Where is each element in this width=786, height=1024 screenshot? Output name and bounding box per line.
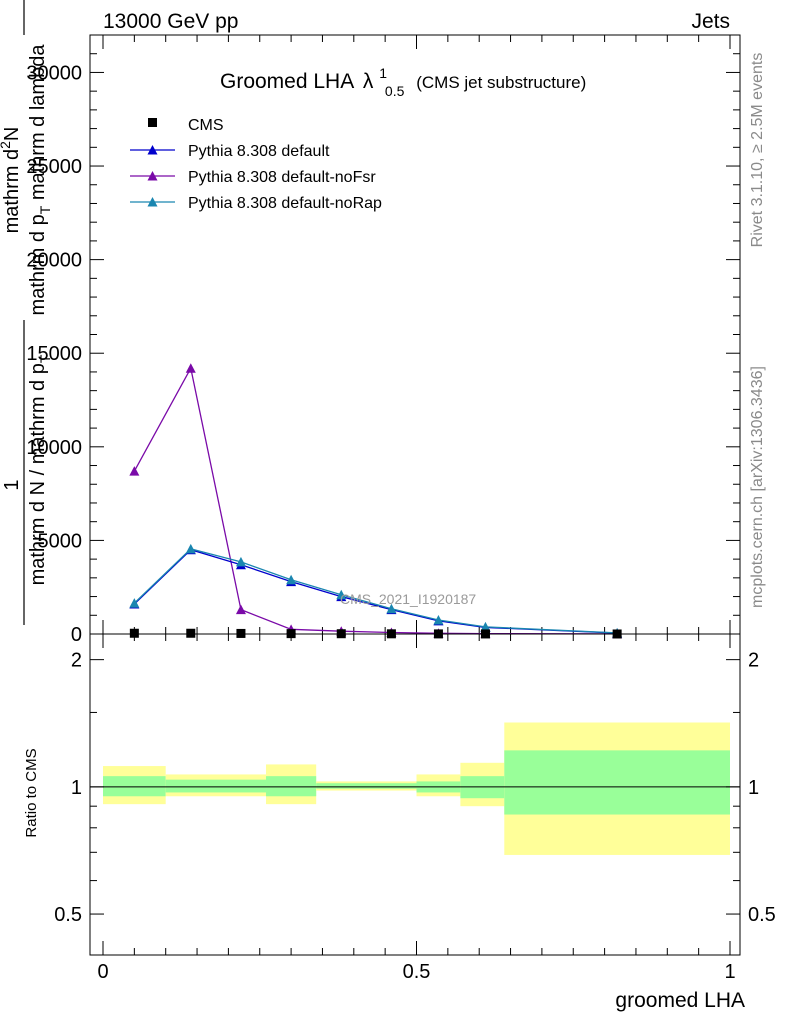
main-y-tick-label: 30000 — [26, 62, 82, 84]
series-point — [433, 614, 444, 625]
legend-label-norap: Pythia 8.308 default-noRap — [188, 195, 382, 212]
ylabel-right-denominator: mathrm d pT mathrm d lambda — [27, 44, 53, 316]
main-x-ticks — [102, 35, 731, 634]
legend-label-nofsr: Pythia 8.308 default-noFsr — [188, 169, 376, 186]
rivet-label: Rivet 3.1.10, ≥ 2.5M events — [749, 53, 766, 248]
ylabel-right-num-tail: N — [1, 127, 23, 141]
legend-marker-nofsr — [147, 171, 158, 181]
main-y-ticks: 0 5000 10000 15000 20000 25000 30000 — [26, 34, 740, 646]
series-point — [286, 574, 297, 585]
ylabel-numerator: 1 — [1, 479, 23, 490]
mcplots-label: mcplots.cern.ch [arXiv:1306.3436] — [749, 366, 766, 608]
chart-title-sub: 0.5 — [385, 83, 405, 99]
ratio-y-tick-label-right: 0.5 — [748, 904, 776, 926]
series-point — [185, 363, 196, 373]
x-tick-label: 0 — [97, 961, 108, 983]
series-point — [129, 466, 140, 476]
ratio-y-ticks: 0.5 0.5 1 1 2 2 — [54, 650, 776, 926]
series-point — [235, 556, 246, 567]
series-point — [129, 598, 140, 608]
x-tick-label: 1 — [724, 961, 735, 983]
chart-subtitle: (CMS jet substructure) — [416, 73, 586, 92]
main-y-tick-label: 20000 — [26, 250, 82, 272]
series-point — [480, 621, 491, 632]
ratio-y-label: Ratio to CMS — [23, 748, 40, 837]
ratio-band-inner — [165, 779, 267, 793]
x-axis-label: groomed LHA — [615, 989, 745, 1012]
series-point — [235, 604, 246, 615]
legend: CMS Pythia 8.308 default Pythia 8.308 de… — [130, 117, 382, 212]
ratio-band-inner — [266, 776, 317, 797]
main-y-tick-label: 5000 — [38, 530, 83, 552]
watermark: CMS_2021_I1920187 — [340, 591, 476, 607]
legend-label-cms: CMS — [188, 117, 224, 134]
legend-label-default: Pythia 8.308 default — [188, 143, 330, 160]
ratio-y-tick-label: 0.5 — [54, 904, 82, 926]
chart-title-sup: 1 — [379, 65, 387, 81]
ratio-frame — [89, 633, 741, 956]
ylabel-denominator-sub: T — [37, 354, 53, 363]
ratio-y-tick-label-right: 1 — [748, 777, 759, 799]
series-point — [185, 543, 196, 554]
ylabel-right-num-text: mathrm d — [1, 149, 23, 233]
ratio-y-tick-label: 1 — [71, 777, 82, 799]
main-y-tick-label: 10000 — [26, 437, 82, 459]
ylabel-right-den-sub: T — [37, 205, 53, 214]
main-y-tick-label: 0 — [71, 624, 82, 646]
main-y-tick-label: 25000 — [26, 156, 82, 178]
ylabel-right-den-text: mathrm d p — [27, 214, 49, 315]
series-point — [336, 589, 347, 600]
ratio-y-tick-label-right: 2 — [748, 650, 759, 672]
series-point — [386, 603, 397, 614]
chart-title-text: Groomed LHA — [220, 70, 354, 93]
ylabel-denominator: mathrm d N / mathrm d pT — [27, 354, 53, 585]
ratio-panel: 0.5 0.51 12 2 0 0.5 1 Ratio to CMS groomed LH… — [23, 633, 776, 1012]
ylabel-denominator-text: mathrm d N / mathrm d p — [27, 363, 49, 585]
legend-marker-cms — [148, 118, 157, 127]
main-series — [129, 363, 623, 639]
main-y-label: 1 mathrm d N / mathrm d pT mathrm d2N ma… — [0, 0, 53, 625]
ratio-bands — [103, 722, 730, 855]
ylabel-right-den-tail: mathrm d lambda — [27, 44, 49, 206]
ratio-band-inner — [103, 776, 166, 797]
main-panel: 0 5000 10000 15000 20000 25000 30000 CMS_2021_… — [0, 0, 741, 646]
ylabel-right-numerator: mathrm d2N — [0, 127, 23, 234]
ratio-y-tick-label: 2 — [71, 650, 82, 672]
x-tick-label: 0.5 — [403, 961, 431, 983]
legend-marker-norap — [147, 197, 158, 207]
header-left: 13000 GeV pp — [103, 10, 238, 33]
cms-point — [129, 628, 139, 638]
cms-point — [236, 628, 246, 638]
main-y-tick-label: 15000 — [26, 343, 82, 365]
chart-title: Groomed LHA λ 1 0.5 (CMS jet substructur… — [220, 60, 586, 101]
ylabel-right-num-sup: 2 — [0, 141, 13, 149]
header-right: Jets — [691, 10, 730, 33]
cms-point — [186, 628, 196, 638]
ratio-band-inner — [316, 783, 417, 789]
ratio-band-inner — [504, 750, 730, 815]
chart-title-symbol: λ — [363, 70, 374, 93]
legend-marker-default — [147, 145, 158, 155]
ratio-x-ticks: 0 0.5 1 — [97, 634, 736, 983]
